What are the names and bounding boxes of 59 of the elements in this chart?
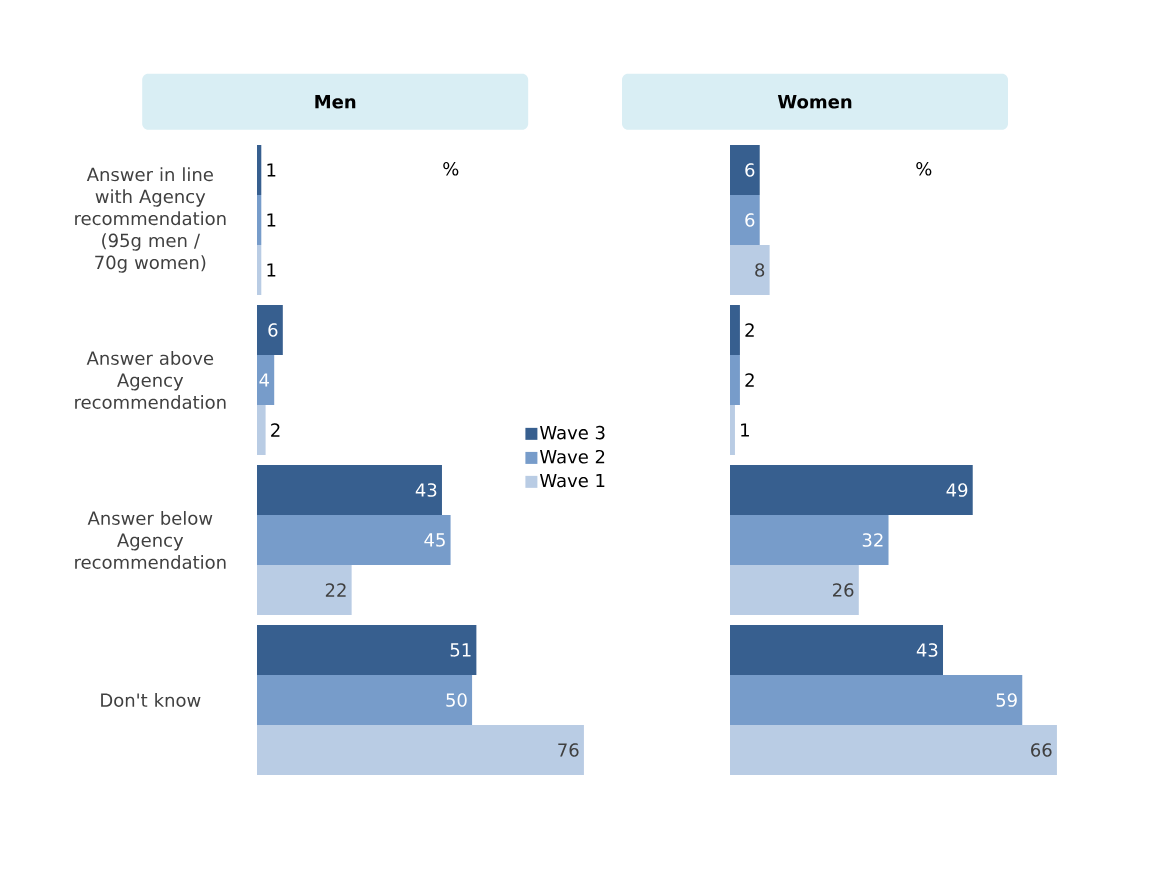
data-label: 6 xyxy=(745,163,755,177)
data-label: 1 xyxy=(267,213,276,227)
bar xyxy=(730,625,944,676)
bar xyxy=(257,305,283,356)
data-label: 59 xyxy=(996,693,1017,707)
data-label: 49 xyxy=(946,483,968,497)
data-label: 6 xyxy=(745,213,755,227)
data-label: 1 xyxy=(741,423,749,437)
bar xyxy=(730,195,760,246)
data-label: 4 xyxy=(259,373,269,387)
bar xyxy=(730,355,740,406)
legend-label: Wave 3 xyxy=(540,425,605,440)
data-label: 43 xyxy=(916,643,938,657)
y-tick-label: Answer below Agency recommendation xyxy=(75,511,226,569)
legend-label: Wave 1 xyxy=(540,473,605,488)
data-label: 1 xyxy=(267,263,276,277)
bar xyxy=(730,465,973,516)
data-label: 51 xyxy=(450,643,471,657)
bar xyxy=(730,145,760,196)
bar xyxy=(257,515,451,566)
bar xyxy=(257,465,442,516)
bar xyxy=(730,405,735,456)
data-label: 43 xyxy=(415,483,437,497)
data-label: 45 xyxy=(424,533,445,547)
data-label: 66 xyxy=(1031,743,1052,757)
data-label: 2 xyxy=(745,323,754,337)
annotation: % xyxy=(916,162,932,176)
bar xyxy=(257,565,352,616)
bar xyxy=(730,305,740,356)
data-label: 22 xyxy=(325,583,346,597)
bar xyxy=(257,145,262,196)
y-tick-label: Answer in line with Agency recommendation (95g men / 70g women) xyxy=(75,167,226,273)
bar xyxy=(730,565,859,616)
annotation: % xyxy=(443,162,459,176)
legend-label: Wave 2 xyxy=(540,449,605,464)
bar xyxy=(257,245,262,296)
bar xyxy=(730,515,889,566)
bar xyxy=(257,195,262,246)
data-label: 76 xyxy=(558,743,579,757)
data-label: 32 xyxy=(862,533,883,547)
bar xyxy=(730,675,1023,726)
bar xyxy=(257,355,275,406)
bar xyxy=(730,245,770,296)
bar xyxy=(257,625,477,676)
chart-title: Men xyxy=(315,95,356,109)
data-label: 2 xyxy=(271,423,280,437)
y-tick-label: Don't know xyxy=(101,693,201,707)
bar xyxy=(257,405,266,456)
data-label: 50 xyxy=(446,693,467,707)
data-label: 6 xyxy=(268,323,278,337)
bar xyxy=(257,675,473,726)
y-tick-label: Answer above Agency recommendation xyxy=(75,351,226,409)
data-label: 8 xyxy=(755,263,765,277)
data-label: 2 xyxy=(745,373,754,387)
data-label: 26 xyxy=(833,583,854,597)
bar xyxy=(730,725,1057,776)
data-label: 1 xyxy=(267,163,276,177)
bar xyxy=(257,725,584,776)
chart-title: Women xyxy=(777,95,852,109)
